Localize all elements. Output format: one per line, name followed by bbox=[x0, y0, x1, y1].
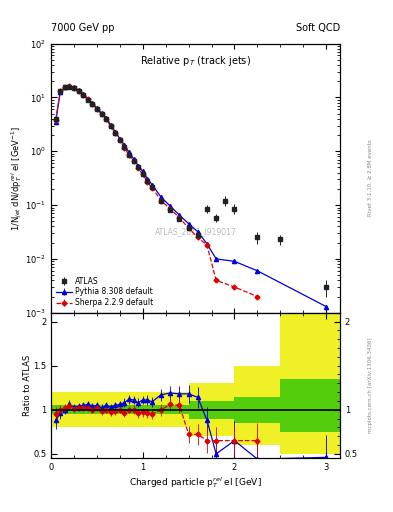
Bar bbox=[97, 406, 143, 414]
Text: Relative p$_T$ (track jets): Relative p$_T$ (track jets) bbox=[140, 54, 251, 68]
Bar bbox=[51, 406, 97, 414]
Text: mcplots.cern.ch [arXiv:1306.3436]: mcplots.cern.ch [arXiv:1306.3436] bbox=[368, 338, 373, 433]
Text: ATLAS_2011_I919017: ATLAS_2011_I919017 bbox=[154, 227, 237, 237]
Bar bbox=[97, 392, 143, 428]
Legend: ATLAS, Pythia 8.308 default, Sherpa 2.2.9 default: ATLAS, Pythia 8.308 default, Sherpa 2.2.… bbox=[55, 275, 154, 309]
Bar bbox=[143, 392, 189, 428]
Text: Rivet 3.1.10, ≥ 2.8M events: Rivet 3.1.10, ≥ 2.8M events bbox=[368, 140, 373, 217]
Y-axis label: Ratio to ATLAS: Ratio to ATLAS bbox=[23, 355, 32, 416]
Bar bbox=[51, 392, 97, 428]
Bar bbox=[143, 406, 189, 414]
Bar bbox=[280, 379, 340, 432]
Bar bbox=[189, 383, 235, 436]
Text: 7000 GeV pp: 7000 GeV pp bbox=[51, 23, 115, 33]
Text: Soft QCD: Soft QCD bbox=[296, 23, 340, 33]
Y-axis label: 1/N$_{jet}$ dN/dp$_T^{rel}$ el [GeV$^{-1}$]: 1/N$_{jet}$ dN/dp$_T^{rel}$ el [GeV$^{-1… bbox=[9, 125, 24, 230]
Bar bbox=[235, 396, 280, 423]
Bar bbox=[235, 366, 280, 445]
X-axis label: Charged particle p$_T^{rel}$ el [GeV]: Charged particle p$_T^{rel}$ el [GeV] bbox=[129, 475, 262, 490]
Bar bbox=[189, 401, 235, 418]
Bar bbox=[280, 313, 340, 454]
